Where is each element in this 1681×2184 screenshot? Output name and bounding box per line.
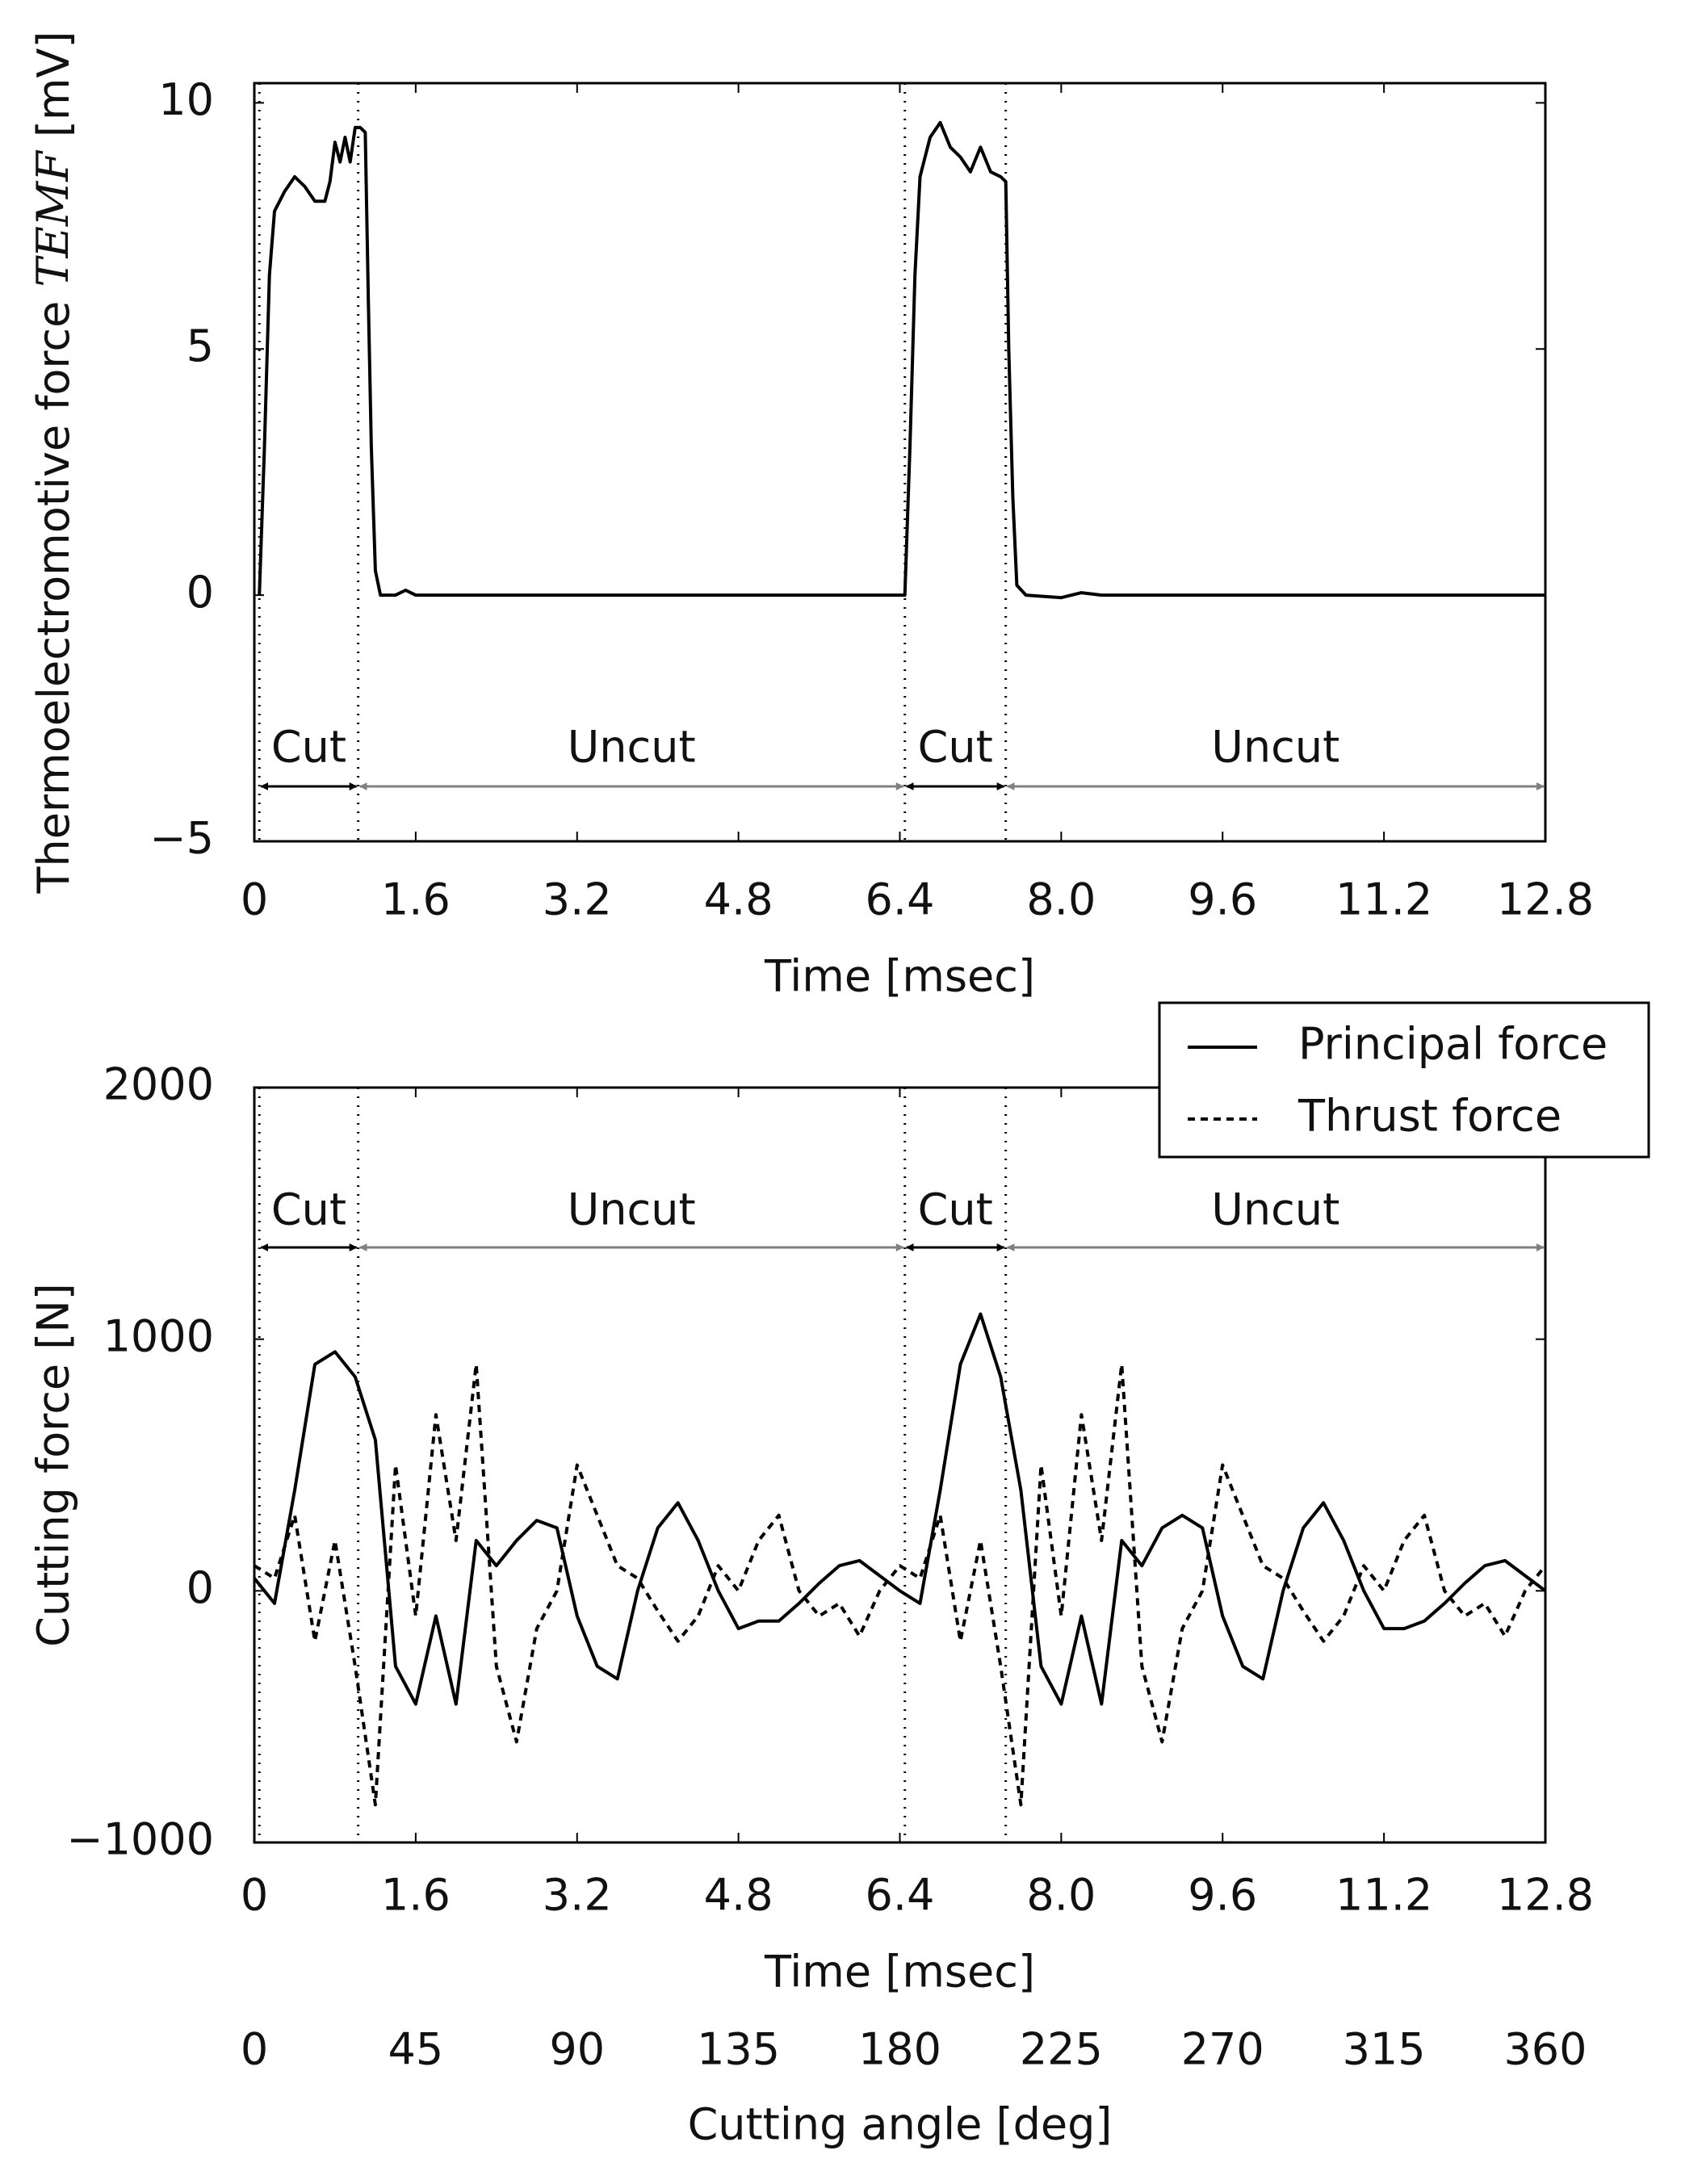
x-tick-label: 11.2 bbox=[1335, 1870, 1432, 1921]
legend-label: Thrust force bbox=[1297, 1091, 1562, 1142]
x-tick-label: 1.6 bbox=[381, 874, 451, 925]
legend-box bbox=[1158, 1001, 1650, 1159]
region-label: Uncut bbox=[1211, 722, 1339, 773]
y-tick-label: 10 bbox=[158, 74, 214, 125]
region-label: Cut bbox=[271, 722, 346, 773]
y-tick-label: 0 bbox=[187, 1562, 214, 1613]
data-line bbox=[253, 1362, 1547, 1807]
legend-label: Principal force bbox=[1298, 1019, 1608, 1070]
y-axis-label: Thermoelectromotive force TEMF [mV] bbox=[27, 31, 79, 894]
x-tick-label: 0 bbox=[241, 874, 268, 925]
data-line bbox=[253, 1312, 1547, 1706]
x-tick-label: 4.8 bbox=[704, 1870, 773, 1921]
x-tick-label: 6.4 bbox=[866, 874, 935, 925]
x2-tick-label: 0 bbox=[241, 2024, 268, 2075]
y-tick-label: 2000 bbox=[103, 1059, 214, 1110]
x-tick-label: 6.4 bbox=[866, 1870, 935, 1921]
region-label: Cut bbox=[918, 1184, 993, 1235]
plot-frame bbox=[253, 1086, 1547, 1844]
y-tick-label: 5 bbox=[187, 321, 214, 371]
y-axis-label-part: [mV] bbox=[28, 31, 79, 151]
data-line bbox=[258, 120, 1545, 600]
region-label: Uncut bbox=[1211, 1184, 1339, 1235]
x2-tick-label: 90 bbox=[549, 2024, 605, 2075]
x-tick-label: 3.2 bbox=[543, 874, 612, 925]
y-axis-label-part: TEMF bbox=[27, 149, 78, 301]
x-tick-label: 9.6 bbox=[1188, 874, 1257, 925]
x2-axis-label: Cutting angle [deg] bbox=[688, 2099, 1113, 2150]
y-tick-label: −5 bbox=[149, 813, 214, 864]
y-axis-label-part: Thermoelectromotive force bbox=[28, 301, 79, 895]
x2-tick-label: 315 bbox=[1343, 2024, 1426, 2075]
x2-tick-label: 45 bbox=[388, 2024, 444, 2075]
x-tick-label: 8.0 bbox=[1026, 1870, 1096, 1921]
x2-tick-label: 270 bbox=[1181, 2024, 1264, 2075]
region-label: Uncut bbox=[568, 722, 696, 773]
x-tick-label: 3.2 bbox=[543, 1870, 612, 1921]
x-axis-label: Time [msec] bbox=[764, 1947, 1035, 1997]
x-tick-label: 9.6 bbox=[1188, 1870, 1257, 1921]
plot-frame bbox=[253, 82, 1547, 843]
y-axis-label: Cutting force [N] bbox=[28, 1283, 79, 1647]
x2-tick-label: 360 bbox=[1503, 2024, 1587, 2075]
region-label: Uncut bbox=[568, 1184, 696, 1235]
y-tick-label: 0 bbox=[187, 567, 214, 618]
x-axis-label: Time [msec] bbox=[764, 951, 1035, 1002]
region-label: Cut bbox=[271, 1184, 346, 1235]
x-tick-label: 12.8 bbox=[1497, 1870, 1594, 1921]
x-tick-label: 8.0 bbox=[1026, 874, 1096, 925]
x-tick-label: 1.6 bbox=[381, 1870, 451, 1921]
y-tick-label: −1000 bbox=[66, 1814, 214, 1865]
x-tick-label: 12.8 bbox=[1497, 874, 1594, 925]
x-tick-label: 11.2 bbox=[1335, 874, 1432, 925]
x2-tick-label: 135 bbox=[697, 2024, 780, 2075]
x2-tick-label: 180 bbox=[858, 2024, 941, 2075]
region-label: Cut bbox=[918, 722, 993, 773]
x-tick-label: 0 bbox=[241, 1870, 268, 1921]
x2-tick-label: 225 bbox=[1020, 2024, 1103, 2075]
y-tick-label: 1000 bbox=[103, 1310, 214, 1361]
x-tick-label: 4.8 bbox=[704, 874, 773, 925]
